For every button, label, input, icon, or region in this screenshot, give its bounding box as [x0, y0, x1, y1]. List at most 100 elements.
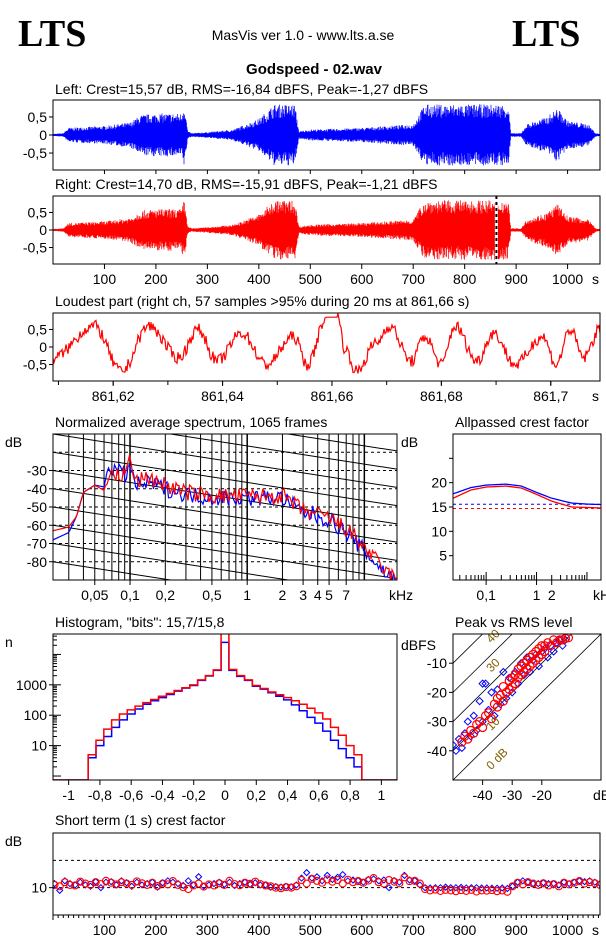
left-crest-point: [323, 871, 331, 880]
left-crest-line: [453, 483, 601, 506]
left-histogram: [53, 641, 397, 780]
plot-area: [53, 859, 600, 896]
right-crest-point: [153, 881, 162, 891]
left-crest-point: [153, 883, 162, 891]
y-tick-label: -80: [27, 554, 47, 570]
right-crest-point: [158, 879, 167, 888]
x-tick-label: 1: [377, 787, 385, 803]
right-crest-point: [523, 878, 533, 887]
left-crest-point: [117, 877, 126, 885]
right-crest-point: [65, 880, 75, 889]
left-crest-point: [483, 884, 491, 892]
plot-frame: [452, 633, 602, 781]
plot-frame: [452, 433, 602, 581]
right-crest-point: [323, 875, 332, 884]
loudest-chart: Loudest part (right ch, 57 samples >95% …: [23, 293, 601, 404]
x-tick-label: 800: [453, 922, 477, 938]
right-point: [519, 658, 529, 668]
plot-area: [53, 313, 600, 374]
app-title: MasVis ver 1.0 - www.lts.a.se: [212, 27, 395, 43]
left-crest-point: [452, 883, 460, 892]
y-unit-label: dBFS: [401, 637, 436, 653]
chart-title: Left: Crest=15,57 dB, RMS=-16,84 dBFS, P…: [55, 81, 428, 97]
left-crest-point: [447, 883, 455, 892]
right-crest-point: [482, 886, 491, 895]
x-tick-label: 900: [504, 271, 528, 287]
right-spectrum-line: [53, 455, 397, 580]
pink-noise-reference-line: [53, 488, 397, 543]
left-point: [478, 679, 487, 688]
plot-area: [53, 104, 600, 166]
right-point: [516, 661, 526, 671]
plot-frame: [52, 312, 601, 382]
right-point: [507, 681, 517, 692]
right-point: [528, 649, 538, 660]
x-tick-label: -1: [62, 787, 75, 803]
left-crest-point: [416, 881, 424, 889]
lts-logo-left: LTS: [18, 13, 86, 55]
x-tick-label: 0,4: [278, 787, 298, 803]
right-point: [501, 687, 511, 698]
x-tick-label: -20: [532, 787, 552, 803]
right-point: [549, 635, 559, 645]
chart-title: Short term (1 s) crest factor: [55, 812, 226, 828]
right-crest-point: [312, 876, 322, 885]
x-tick-label: 861,62: [92, 388, 135, 404]
right-point: [543, 638, 553, 648]
left-point: [469, 711, 478, 720]
chart-title: Peak vs RMS level: [455, 614, 572, 630]
left-crest-point: [148, 878, 157, 886]
right-crest-point: [210, 881, 219, 890]
left-crest-point: [333, 873, 342, 881]
left-crest-point: [169, 878, 177, 886]
plot-area: [453, 634, 601, 780]
right-crest-point: [199, 882, 208, 891]
right-crest-point: [565, 880, 574, 889]
right-crest-point: [446, 886, 455, 895]
y-tick-label: 0: [39, 339, 47, 355]
right-crest-point: [204, 880, 213, 889]
crest-reference-line: [453, 634, 543, 722]
chart-title: Right: Crest=14,70 dB, RMS=-15,91 dBFS, …: [55, 176, 437, 192]
plot-frame: [52, 433, 398, 581]
right-point: [554, 635, 565, 645]
plot-frame: [52, 832, 601, 916]
left-crest-point: [292, 881, 301, 889]
y-tick-label: -0,5: [23, 240, 47, 256]
right-point: [492, 702, 502, 712]
left-crest-point: [575, 877, 584, 885]
y-tick-label: 0,5: [28, 204, 48, 220]
plot-frame: [52, 633, 398, 781]
right-crest-point: [529, 879, 538, 888]
right-crest-point: [498, 886, 507, 895]
pink-noise-reference-line: [53, 434, 397, 488]
right-crest-point: [467, 885, 476, 894]
x-unit-label: kHz: [593, 587, 606, 603]
left-crest-point: [493, 884, 501, 892]
right-crest-point: [328, 877, 337, 886]
right-crest-point: [282, 883, 291, 892]
right-crest-point: [354, 877, 363, 886]
right-point: [513, 664, 523, 674]
y-tick-label: 100: [24, 707, 48, 723]
right-crest-point: [76, 877, 85, 886]
right-crest-point: [117, 878, 126, 887]
left-crest-point: [184, 877, 193, 885]
x-tick-label: 1000: [552, 922, 583, 938]
right-crest-point: [240, 878, 249, 887]
y-tick-label: 0,5: [28, 321, 48, 337]
left-crest-point: [61, 877, 69, 885]
y-tick-label: -60: [27, 517, 47, 533]
right-crest-point: [230, 880, 239, 889]
left-point: [457, 743, 467, 753]
right-crest-point: [53, 880, 59, 889]
right-point: [492, 693, 502, 703]
left-crest-point: [560, 878, 568, 886]
y-tick-label: 0,5: [28, 109, 48, 125]
x-tick-label: 0,8: [340, 787, 360, 803]
plot-area: [453, 483, 601, 509]
y-unit-label: dB: [5, 434, 22, 450]
x-tick-label: 600: [350, 922, 374, 938]
right-crest-point: [122, 879, 131, 888]
